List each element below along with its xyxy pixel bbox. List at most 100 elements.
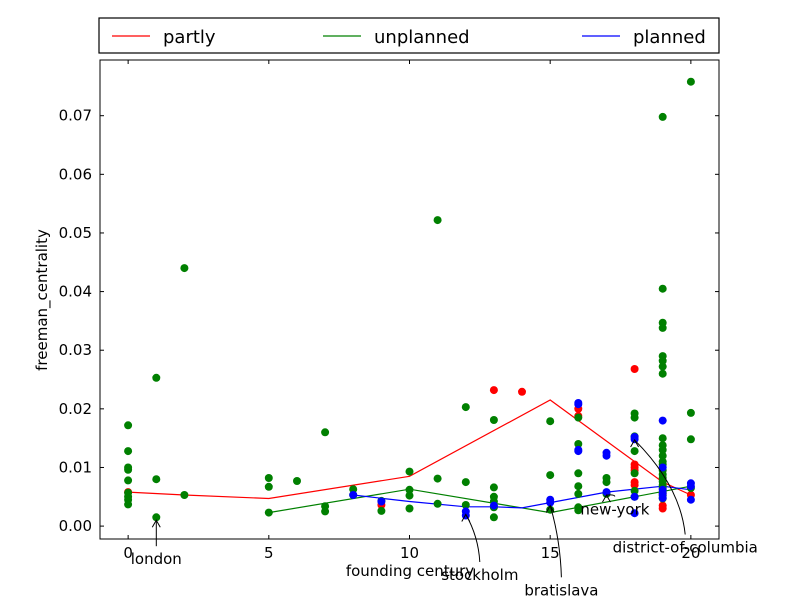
point-planned [602,488,611,497]
point-unplanned [630,486,639,495]
annotation-label-district-of-columbia: district-of-columbia [613,538,758,556]
legend-label-planned: planned [633,27,706,48]
annotation-label-london: london [131,550,182,568]
point-unplanned [489,416,498,424]
point-unplanned [658,434,667,443]
point-unplanned [461,501,470,509]
point-unplanned [405,485,414,494]
y-axis-title: freeman_centrality [33,229,52,371]
point-unplanned [405,504,414,513]
annotation-arrowhead-district-of-columbia [630,438,640,448]
series-line-unplanned [268,485,692,514]
point-planned [686,482,695,491]
point-unplanned [658,112,667,121]
point-unplanned [546,471,555,480]
point-unplanned [574,482,583,491]
annotation-arrowhead-london [151,519,161,528]
annotation-arrowhead-stockholm [461,513,471,522]
point-planned [602,451,611,460]
point-unplanned [124,500,133,509]
annotations: london stockholm bratislava new-york distric… [131,438,758,599]
plot-area [99,59,720,540]
point-planned [630,509,639,518]
point-unplanned [658,369,667,378]
annotation-label-bratislava: bratislava [524,581,598,599]
legend: partly unplanned planned [98,17,720,54]
point-unplanned [658,362,667,371]
x-tick-label: 20 [681,544,700,562]
y-tick-label: 0.03 [59,341,92,359]
point-unplanned [321,428,330,437]
point-unplanned [152,373,161,382]
point-partly [630,481,639,490]
point-unplanned [630,469,639,478]
annotation-arrow-bratislava [549,505,562,578]
annotation-arrow-new-york [606,494,616,497]
point-unplanned [349,485,358,494]
point-unplanned [433,499,442,508]
point-unplanned [321,507,330,516]
point-unplanned [574,506,583,515]
point-unplanned [630,413,639,422]
x-tick-label: 10 [400,544,419,562]
y-tick-label: 0.00 [59,517,92,535]
point-unplanned [152,475,161,484]
point-unplanned [574,469,583,478]
point-unplanned [489,513,498,522]
point-unplanned [180,264,189,273]
y-tick-label: 0.01 [59,458,92,476]
point-unplanned [124,465,133,474]
point-partly [518,387,526,396]
point-partly [489,386,498,395]
y-tick-label: 0.06 [59,165,92,183]
point-unplanned [124,476,133,485]
point-partly [630,365,639,373]
y-tick-label: 0.02 [59,400,92,418]
point-planned [546,498,555,507]
y-tick-label: 0.07 [59,107,92,125]
point-unplanned [180,491,189,499]
point-unplanned [658,356,667,365]
x-tick-label: 15 [541,544,560,562]
x-tick-label: 0 [123,544,133,562]
point-unplanned [461,403,470,412]
point-unplanned [264,508,273,517]
point-planned [349,491,358,499]
point-unplanned [574,489,583,498]
point-unplanned [686,77,695,86]
y-tick-label: 0.05 [59,224,92,242]
point-planned [658,416,667,425]
point-unplanned [574,413,583,422]
point-unplanned [433,216,442,225]
point-unplanned [264,482,273,491]
point-unplanned [686,435,695,444]
y-tick-label: 0.04 [59,283,92,301]
point-planned [574,447,583,456]
data-points [124,77,695,522]
point-unplanned [630,447,639,456]
legend-label-partly: partly [163,27,216,48]
point-planned [658,494,667,502]
x-tick-label: 5 [264,544,274,562]
point-unplanned [293,477,301,485]
point-planned [658,463,667,472]
point-unplanned [264,474,273,482]
point-unplanned [658,323,667,332]
point-partly [658,504,667,513]
annotation-label-stockholm: stockholm [441,566,518,584]
point-unplanned [433,474,442,483]
point-unplanned [574,440,583,448]
point-unplanned [152,513,161,522]
point-planned [574,400,583,409]
series-line-planned [353,485,691,509]
point-planned [630,492,639,501]
point-unplanned [602,478,611,487]
legend-label-unplanned: unplanned [374,27,470,48]
annotation-arrow-district-of-columbia [634,439,686,535]
point-unplanned [124,447,133,456]
point-unplanned [489,483,498,492]
point-unplanned [658,445,667,454]
point-unplanned [377,506,386,515]
point-unplanned [546,417,555,426]
